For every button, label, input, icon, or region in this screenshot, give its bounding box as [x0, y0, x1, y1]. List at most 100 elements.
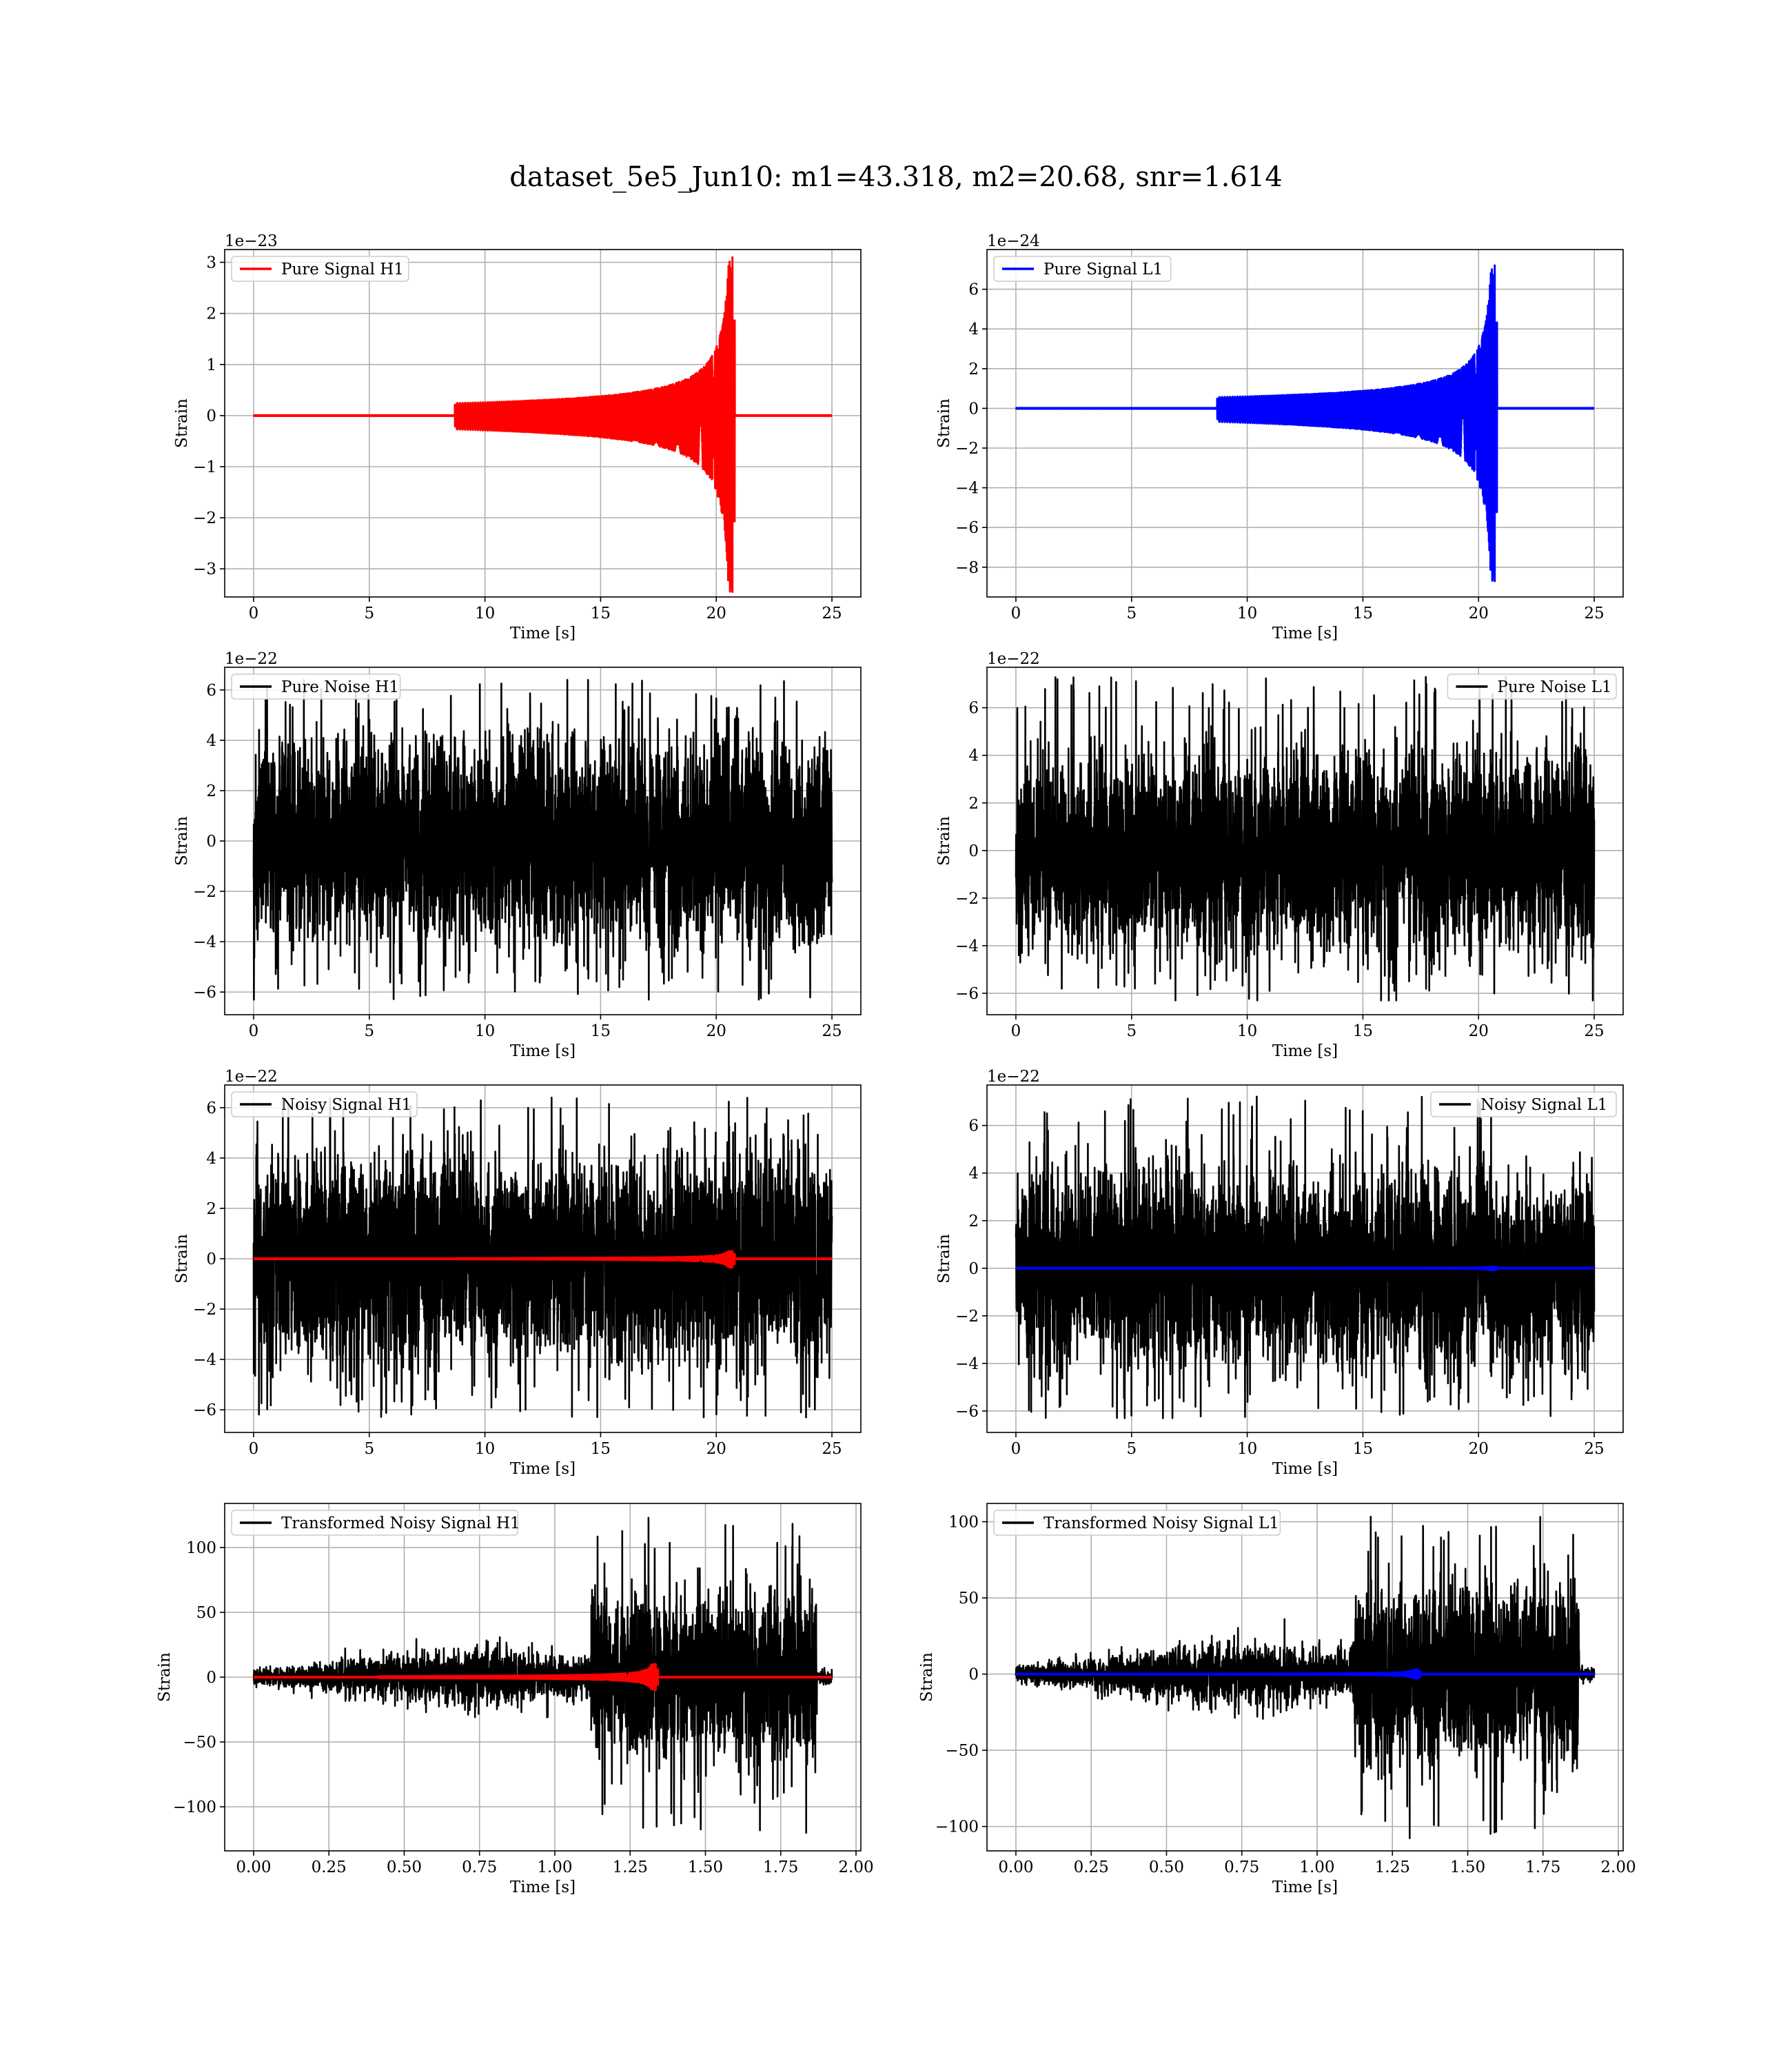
- y-tick-label: 0: [206, 833, 216, 851]
- y-tick-label: −50: [945, 1742, 979, 1760]
- series-line-transformed-noisy-signal-l1: [1015, 1515, 1596, 1839]
- legend-label: Noisy Signal L1: [1480, 1096, 1607, 1114]
- x-axis-label: Time [s]: [1272, 1878, 1338, 1896]
- x-tick-label: 25: [1584, 1022, 1604, 1040]
- x-axis-label: Time [s]: [1272, 1042, 1338, 1060]
- y-tick-label: −4: [193, 1351, 216, 1369]
- x-tick-label: 5: [364, 605, 374, 622]
- y-offset-label: 1e−23: [225, 232, 278, 250]
- y-axis-label: Strain: [173, 1234, 191, 1284]
- legend: Pure Noise H1: [231, 673, 401, 700]
- y-offset-label: 1e−22: [987, 1068, 1040, 1086]
- x-tick-label: 25: [822, 1440, 842, 1458]
- x-tick-label: 0: [1011, 605, 1021, 622]
- x-tick-label: 1.75: [1525, 1858, 1560, 1876]
- x-tick-label: 5: [364, 1440, 374, 1458]
- subplot-pure-noise-l1: 0 5 10 15 20 25 −6 −4 −2 0 2 4 6 Time [s] Strain 1e−22 P…: [935, 650, 1624, 1060]
- y-tick-label: 100: [186, 1539, 216, 1557]
- x-axis-label: Time [s]: [1272, 625, 1338, 642]
- legend: Noisy Signal L1: [1430, 1091, 1617, 1117]
- subplot-noisy-signal-l1: 0 5 10 15 20 25 −6 −4 −2 0 2 4 6 Time [s] Strain 1e−22 N…: [935, 1068, 1624, 1478]
- y-tick-label: −8: [955, 559, 979, 577]
- y-tick-label: 4: [968, 747, 979, 765]
- y-tick-label: 2: [206, 782, 216, 800]
- x-tick-label: 5: [1126, 1022, 1137, 1040]
- x-tick-label: 0: [249, 1022, 259, 1040]
- x-tick-label: 15: [1353, 1022, 1373, 1040]
- x-tick-label: 15: [1353, 605, 1373, 622]
- y-tick-label: 2: [968, 795, 979, 813]
- y-tick-label: −4: [955, 937, 979, 955]
- y-tick-label: 50: [959, 1590, 979, 1608]
- x-axis-label: Time [s]: [510, 1878, 576, 1896]
- x-tick-label: 1.75: [763, 1858, 798, 1876]
- plot-area: [252, 256, 833, 594]
- subplot-pure-signal-l1: 0 5 10 15 20 25 −8 −6 −4 −2 0 2 4 6 Time [s] Strain 1e−2…: [935, 232, 1624, 642]
- subplot-pure-signal-h1: 0 5 10 15 20 25 −3 −2 −1 0 1 2 3 Time [s] Strain 1e−23P…: [173, 232, 862, 642]
- y-tick-label: −1: [193, 458, 216, 476]
- axes-frame: [986, 249, 1624, 598]
- y-tick-label: 6: [968, 281, 979, 299]
- y-tick-label: 0: [968, 400, 979, 418]
- legend-box: [231, 673, 401, 700]
- legend-label: Transformed Noisy Signal H1: [281, 1514, 520, 1532]
- x-tick-label: 1.00: [1299, 1858, 1334, 1876]
- x-tick-label: 0.25: [1074, 1858, 1109, 1876]
- x-tick-label: 1.00: [537, 1858, 572, 1876]
- x-axis-label: Time [s]: [510, 1460, 576, 1478]
- y-tick-label: −2: [955, 440, 979, 458]
- y-offset-label: 1e−22: [225, 650, 278, 668]
- y-tick-label: 6: [968, 700, 979, 718]
- x-tick-label: 0.75: [462, 1858, 497, 1876]
- y-tick-label: 2: [968, 1213, 979, 1230]
- plot-area: [1015, 264, 1596, 582]
- y-offset-label: 1e−22: [987, 650, 1040, 668]
- y-tick-label: −3: [193, 560, 216, 578]
- x-tick-label: 10: [475, 1022, 495, 1040]
- x-tick-label: 20: [706, 1440, 726, 1458]
- y-axis-label: Strain: [935, 398, 953, 448]
- x-tick-label: 0.00: [236, 1858, 271, 1876]
- legend: Noisy Signal H1: [231, 1091, 418, 1117]
- y-axis-label: Strain: [935, 1234, 953, 1284]
- y-tick-label: −6: [955, 519, 979, 537]
- y-tick-label: 4: [968, 321, 979, 338]
- y-offset-label: 1e−22: [225, 1068, 278, 1086]
- axes-frame: [986, 667, 1624, 1015]
- y-axis-label: Strain: [935, 816, 953, 866]
- y-tick-label: −2: [193, 509, 216, 527]
- x-tick-label: 0: [249, 605, 259, 622]
- y-offset-label: 1e−24: [987, 232, 1040, 250]
- y-axis-label: Strain: [173, 816, 191, 866]
- legend: Transformed Noisy Signal H1: [231, 1510, 520, 1536]
- y-axis-label: Strain: [173, 398, 191, 448]
- x-tick-label: 0.25: [312, 1858, 347, 1876]
- x-tick-label: 10: [1237, 605, 1257, 622]
- y-tick-label: 50: [196, 1604, 216, 1622]
- x-tick-label: 5: [1126, 1440, 1137, 1458]
- legend-box: [1447, 673, 1617, 700]
- x-tick-label: 5: [364, 1022, 374, 1040]
- y-tick-label: 3: [206, 254, 216, 272]
- axes-frame: [986, 1084, 1624, 1433]
- y-axis-label: Strain: [156, 1652, 174, 1702]
- legend: Pure Signal L1: [993, 256, 1172, 282]
- x-tick-label: 1.50: [688, 1858, 723, 1876]
- x-tick-label: 20: [706, 605, 726, 622]
- x-tick-label: 25: [1584, 1440, 1604, 1458]
- x-tick-label: 15: [591, 1440, 611, 1458]
- legend-box: [993, 1510, 1281, 1536]
- x-tick-label: 15: [591, 1022, 611, 1040]
- x-tick-label: 10: [475, 605, 495, 622]
- legend-box: [231, 1091, 418, 1117]
- y-tick-label: 1: [206, 356, 216, 374]
- x-tick-label: 25: [822, 1022, 842, 1040]
- y-tick-label: 0: [206, 1250, 216, 1268]
- x-axis-label: Time [s]: [510, 1042, 576, 1060]
- x-tick-label: 20: [1469, 1022, 1489, 1040]
- subplot-noisy-signal-h1: 0 5 10 15 20 25 −6 −4 −2 0 2 4 6 Time [s] Strain 1e−22N…: [173, 1068, 862, 1478]
- legend: Pure Noise L1: [1447, 673, 1617, 700]
- plot-area: [252, 1097, 833, 1419]
